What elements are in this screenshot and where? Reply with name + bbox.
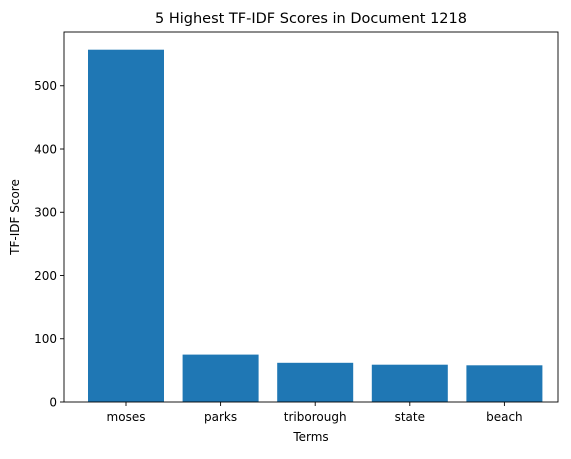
y-axis-label: TF-IDF Score [8,179,22,256]
x-tick-label: moses [107,410,146,424]
bar-state [371,364,448,402]
bar-beach [466,365,543,402]
bar-triborough [277,362,354,402]
y-tick-label: 200 [34,269,57,283]
y-tick-label: 0 [49,395,57,409]
y-tick-label: 400 [34,142,57,156]
chart-title: 5 Highest TF-IDF Scores in Document 1218 [155,11,467,27]
y-tick-label: 500 [34,79,57,93]
plot-frame [63,31,559,403]
x-tick-label: state [395,410,425,424]
y-ticks: 0 100 200 300 400 500 [34,79,64,409]
x-tick-label: parks [204,410,237,424]
y-tick-label: 100 [34,332,57,346]
bars-layer [88,49,543,402]
x-ticks: moses parks triborough state beach [107,402,523,424]
x-tick-label: triborough [284,410,347,424]
bar-moses [88,49,164,402]
x-tick-label: beach [486,410,523,424]
bar-parks [182,354,259,402]
y-tick-label: 300 [34,206,57,220]
axes-layer [63,31,559,403]
x-axis-label: Terms [292,430,328,444]
